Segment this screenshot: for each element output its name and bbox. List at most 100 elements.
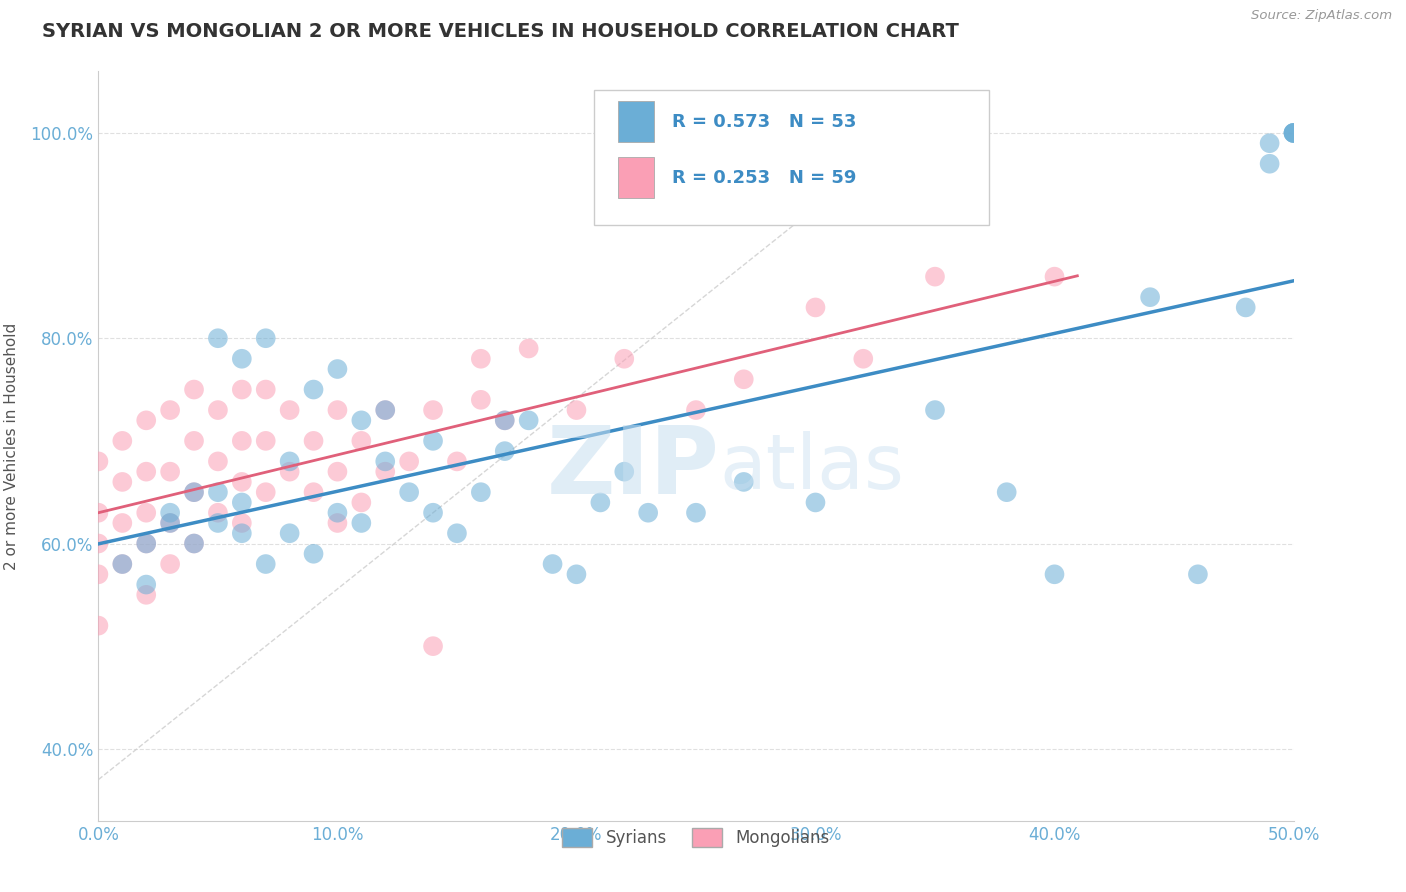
Point [733,372,755,386]
Point [254,331,277,345]
Point [637,506,659,520]
Point [207,516,229,530]
Point [302,547,325,561]
Point [183,434,205,448]
Point [995,485,1018,500]
Point [1258,157,1281,171]
Point [159,516,181,530]
Point [183,485,205,500]
Text: SYRIAN VS MONGOLIAN 2 OR MORE VEHICLES IN HOUSEHOLD CORRELATION CHART: SYRIAN VS MONGOLIAN 2 OR MORE VEHICLES I… [42,22,959,41]
Point [278,465,301,479]
Point [135,536,157,550]
Point [135,577,157,591]
Point [302,383,325,397]
Point [685,403,707,417]
Point [231,516,253,530]
Point [1187,567,1209,582]
Point [159,403,181,417]
Point [374,403,396,417]
Point [350,495,373,509]
Point [494,413,516,427]
Point [254,485,277,500]
Point [422,434,444,448]
Point [278,403,301,417]
Point [87,506,110,520]
Point [87,618,110,632]
Point [207,485,229,500]
Point [183,485,205,500]
Point [1043,269,1066,284]
Text: ZIP: ZIP [547,423,720,515]
Point [302,434,325,448]
Point [422,639,444,653]
Point [1282,126,1305,140]
Point [231,495,253,509]
Point [398,454,420,468]
Point [207,454,229,468]
Point [1258,136,1281,151]
Point [231,434,253,448]
Point [278,454,301,468]
Point [924,269,946,284]
Point [302,485,325,500]
Point [231,383,253,397]
FancyBboxPatch shape [619,101,654,142]
Point [565,567,588,582]
Point [111,434,134,448]
Point [1282,126,1305,140]
Point [1234,301,1257,315]
Point [613,465,636,479]
Point [278,526,301,541]
Point [924,403,946,417]
Point [183,383,205,397]
Point [565,403,588,417]
Point [183,536,205,550]
Point [1139,290,1161,304]
Point [446,526,468,541]
Point [1282,126,1305,140]
Point [326,465,349,479]
Point [159,465,181,479]
Point [446,454,468,468]
Point [613,351,636,366]
Point [87,536,110,550]
Point [350,413,373,427]
Point [374,465,396,479]
Text: R = 0.573   N = 53: R = 0.573 N = 53 [672,112,856,130]
Point [422,403,444,417]
Point [517,413,540,427]
FancyBboxPatch shape [595,90,988,225]
Point [589,495,612,509]
Point [135,588,157,602]
Point [350,434,373,448]
Point [135,465,157,479]
Point [183,536,205,550]
Point [135,536,157,550]
Y-axis label: 2 or more Vehicles in Household: 2 or more Vehicles in Household [4,322,20,570]
Point [804,495,827,509]
Point [374,403,396,417]
Text: atlas: atlas [720,432,904,506]
Point [159,516,181,530]
Point [852,351,875,366]
Point [374,454,396,468]
Point [804,301,827,315]
Point [1282,126,1305,140]
Point [326,362,349,376]
Point [733,475,755,489]
Point [541,557,564,571]
Point [326,516,349,530]
Point [87,454,110,468]
Point [231,351,253,366]
Point [111,516,134,530]
Point [494,413,516,427]
Point [135,413,157,427]
Text: Source: ZipAtlas.com: Source: ZipAtlas.com [1251,9,1392,22]
Point [159,506,181,520]
Point [111,475,134,489]
Point [254,434,277,448]
Point [159,557,181,571]
Point [1043,567,1066,582]
Point [207,331,229,345]
Point [231,526,253,541]
